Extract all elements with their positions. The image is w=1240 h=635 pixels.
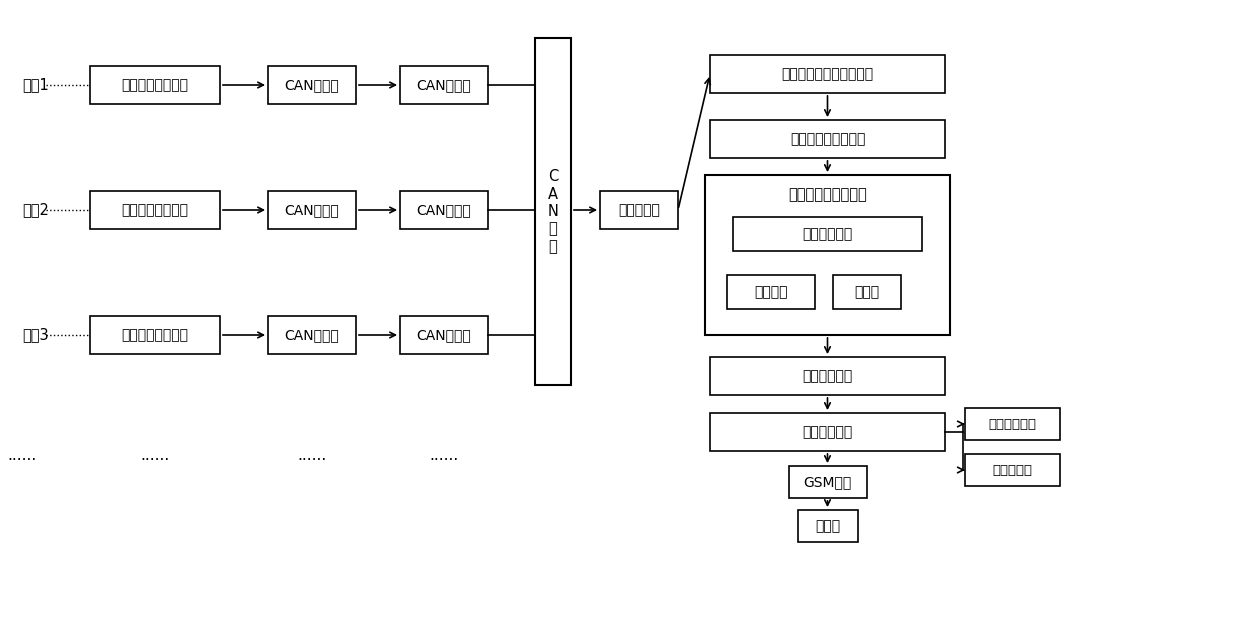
Text: 结果输出模块: 结果输出模块 <box>802 369 853 383</box>
Text: ......: ...... <box>140 448 170 462</box>
FancyBboxPatch shape <box>91 191 219 229</box>
FancyBboxPatch shape <box>965 454 1060 486</box>
FancyBboxPatch shape <box>91 66 219 104</box>
FancyBboxPatch shape <box>706 175 950 335</box>
Text: 第一火灾探测单元: 第一火灾探测单元 <box>122 78 188 92</box>
Text: 被监控目标识别模块: 被监控目标识别模块 <box>790 132 866 146</box>
FancyBboxPatch shape <box>401 66 489 104</box>
FancyBboxPatch shape <box>733 217 923 251</box>
FancyBboxPatch shape <box>534 38 570 385</box>
Text: 存储器: 存储器 <box>854 285 879 299</box>
Text: 火灾显示屏: 火灾显示屏 <box>992 464 1033 476</box>
Text: 红外采集图像预处理模块: 红外采集图像预处理模块 <box>781 67 873 81</box>
Text: 消防广播设备: 消防广播设备 <box>988 417 1037 431</box>
Text: 数据集中器: 数据集中器 <box>618 203 660 217</box>
Text: 目标2: 目标2 <box>22 203 48 218</box>
FancyBboxPatch shape <box>711 120 945 158</box>
FancyBboxPatch shape <box>711 357 945 395</box>
Text: 火灾监控中心: 火灾监控中心 <box>802 425 853 439</box>
Text: CAN收发器: CAN收发器 <box>417 203 471 217</box>
FancyBboxPatch shape <box>711 413 945 451</box>
FancyBboxPatch shape <box>268 316 356 354</box>
Text: CAN收发器: CAN收发器 <box>417 78 471 92</box>
FancyBboxPatch shape <box>727 275 815 309</box>
Text: C
A
N
总
线: C A N 总 线 <box>548 169 558 254</box>
FancyBboxPatch shape <box>401 316 489 354</box>
FancyBboxPatch shape <box>965 408 1060 440</box>
Text: CAN控制器: CAN控制器 <box>285 328 340 342</box>
FancyBboxPatch shape <box>91 316 219 354</box>
FancyBboxPatch shape <box>711 55 945 93</box>
FancyBboxPatch shape <box>268 66 356 104</box>
Text: 算法模块: 算法模块 <box>754 285 787 299</box>
FancyBboxPatch shape <box>268 191 356 229</box>
Text: CAN控制器: CAN控制器 <box>285 78 340 92</box>
Text: ......: ...... <box>429 448 459 462</box>
FancyBboxPatch shape <box>401 191 489 229</box>
Text: 温度判断模块: 温度判断模块 <box>802 227 853 241</box>
Text: 火灾检测、诊断单元: 火灾检测、诊断单元 <box>789 187 867 203</box>
Text: 第二火灾探测单元: 第二火灾探测单元 <box>122 203 188 217</box>
Text: GSM模块: GSM模块 <box>804 475 852 489</box>
Text: 目标1: 目标1 <box>22 77 48 93</box>
Text: 目标3: 目标3 <box>22 328 48 342</box>
Text: ......: ...... <box>298 448 326 462</box>
FancyBboxPatch shape <box>789 466 867 498</box>
FancyBboxPatch shape <box>833 275 901 309</box>
FancyBboxPatch shape <box>600 191 678 229</box>
FancyBboxPatch shape <box>797 510 858 542</box>
Text: CAN收发器: CAN收发器 <box>417 328 471 342</box>
Text: ......: ...... <box>7 448 37 462</box>
Text: CAN控制器: CAN控制器 <box>285 203 340 217</box>
Text: 第三火灾探测单元: 第三火灾探测单元 <box>122 328 188 342</box>
Text: 移动端: 移动端 <box>815 519 839 533</box>
